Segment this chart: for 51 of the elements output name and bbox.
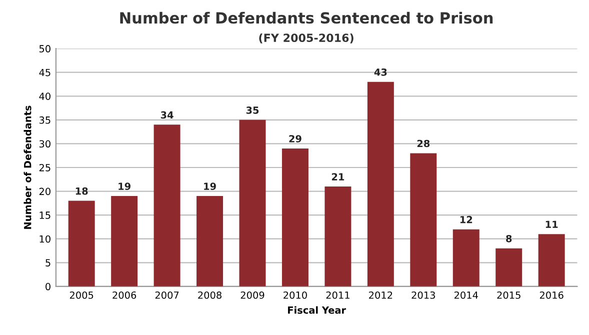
data-label: 29 xyxy=(289,135,302,142)
y-tick-label: 45 xyxy=(39,68,50,76)
data-label: 12 xyxy=(460,216,472,224)
y-tick-label: 50 xyxy=(39,45,50,52)
x-tick-label: 2006 xyxy=(112,291,136,299)
y-axis-title: Number of Defendants xyxy=(24,106,32,229)
x-tick-label: 2008 xyxy=(198,291,222,299)
data-label: 11 xyxy=(546,220,558,228)
bar xyxy=(282,148,308,286)
x-tick-label: 2012 xyxy=(369,291,392,299)
y-tick-label: 0 xyxy=(46,282,50,290)
y-tick-label: 10 xyxy=(40,235,50,243)
bar xyxy=(196,196,224,286)
y-tick-label: 25 xyxy=(39,164,50,172)
data-label: 34 xyxy=(160,111,174,119)
x-tick-label: 2013 xyxy=(412,291,435,299)
data-label: 43 xyxy=(374,68,387,76)
y-tick-label: 20 xyxy=(39,188,50,196)
bar xyxy=(496,248,522,286)
data-label: 19 xyxy=(204,182,216,190)
bar xyxy=(410,153,437,286)
data-label: 18 xyxy=(76,187,88,195)
data-label: 21 xyxy=(332,173,344,180)
x-tick-label: 2011 xyxy=(326,291,350,299)
y-tick-label: 35 xyxy=(39,116,50,124)
chart-subtitle: (FY 2005-2016) xyxy=(259,33,354,44)
x-tick-label: 2015 xyxy=(497,291,520,299)
data-label: 19 xyxy=(118,182,130,190)
x-tick-label: 2014 xyxy=(454,291,478,299)
x-axis-title: Fiscal Year xyxy=(288,306,346,314)
data-label: 8 xyxy=(506,234,512,242)
x-tick-label: 2009 xyxy=(240,291,264,299)
y-tick-label: 15 xyxy=(40,212,50,219)
data-label: 28 xyxy=(417,140,430,148)
bar xyxy=(324,186,352,286)
data-label: 35 xyxy=(246,106,259,114)
bar xyxy=(154,124,180,286)
x-tick-label: 2010 xyxy=(284,291,307,299)
x-tick-label: 2016 xyxy=(540,291,564,299)
bar xyxy=(239,120,266,286)
x-tick-label: 2005 xyxy=(70,291,94,299)
bar xyxy=(68,200,95,286)
bar xyxy=(538,234,565,286)
y-tick-label: 5 xyxy=(46,259,50,266)
bar xyxy=(111,196,138,286)
bar xyxy=(367,82,394,286)
bar xyxy=(452,229,480,286)
y-tick-label: 40 xyxy=(39,92,50,100)
x-tick-label: 2007 xyxy=(155,291,179,299)
y-tick-label: 30 xyxy=(39,140,50,148)
chart-title: Number of Defendants Sentenced to Prison xyxy=(120,12,493,24)
